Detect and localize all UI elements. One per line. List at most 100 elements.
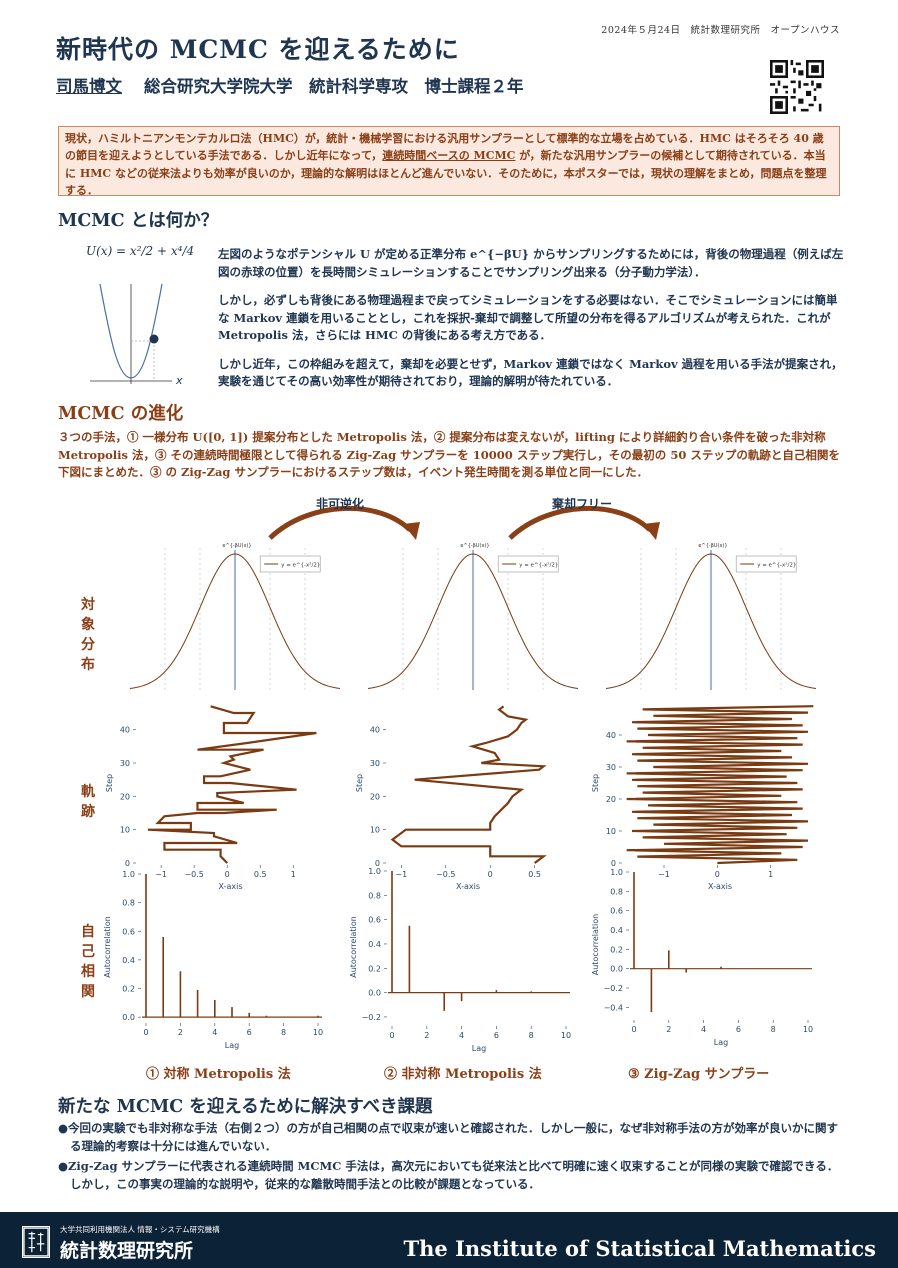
arrow-rejection-free-icon [508, 505, 652, 540]
x-tick-label: 2 [178, 1028, 183, 1037]
x-tick-label: 8 [771, 1025, 776, 1034]
y-tick-label: 0.0 [368, 989, 381, 998]
y-tick-label: 0.4 [122, 956, 135, 965]
y-axis-label: Step [355, 774, 364, 792]
x-tick-label: 4 [701, 1025, 706, 1034]
density-title: e^{-βU(x)} [460, 543, 489, 549]
section-title-what-is-mcmc: MCMC とは何か？ [58, 211, 219, 231]
y-tick-label: 0.8 [368, 891, 381, 900]
y-tick-label: 0.0 [122, 1013, 135, 1022]
y-tick-label: −0.2 [362, 1013, 381, 1022]
legend-box [259, 555, 321, 573]
section1-paragraph-3: しかし近年，この枠組みを超えて，棄却を必要とせず，Markov 連鎖ではなく M… [218, 356, 843, 389]
qr-code-icon[interactable] [770, 60, 824, 114]
intro-text-1: 現状，ハミルトニアンモンテカルロ法（HMC）が，統計・機械学習における汎用サンプ… [65, 132, 824, 163]
x-tick-label: 10 [803, 1025, 813, 1034]
y-tick-label: 0.6 [122, 927, 135, 936]
y-tick-label: −0.2 [604, 984, 623, 993]
y-tick-label: 40 [606, 731, 616, 740]
legend-box [735, 555, 797, 573]
trajectory-path [390, 705, 547, 864]
y-tick-label: 0.8 [122, 899, 135, 908]
x-tick-label: 0 [389, 1031, 394, 1040]
intro-box: 現状，ハミルトニアンモンテカルロ法（HMC）が，統計・機械学習における汎用サンプ… [58, 126, 840, 197]
y-tick-label: −0.4 [604, 1003, 623, 1012]
y-tick-label: 0.4 [610, 926, 623, 935]
density-title: e^{-βU(x)} [698, 543, 727, 549]
legend-label: y = e^{-x²/2} [281, 562, 320, 569]
legend-box [497, 555, 559, 573]
y-axis-label: Step [591, 774, 600, 792]
x-tick-label: 2 [666, 1025, 671, 1034]
y-tick-label: 0.6 [610, 907, 623, 916]
x-axis-label: Lag [225, 1041, 239, 1050]
y-axis-label: Step [105, 774, 114, 792]
x-tick-label: 0.5 [528, 870, 541, 879]
y-tick-label: 20 [370, 792, 380, 801]
x-axis-label: Lag [714, 1038, 728, 1047]
density-title: e^{-βU(x)} [222, 543, 251, 549]
x-tick-label: 0.5 [254, 870, 267, 879]
section2-body: ３つの手法，① 一様分布 U([0, 1]) 提案分布とした Metropoli… [58, 430, 840, 480]
x-tick-label: 10 [561, 1031, 571, 1040]
x-tick-label: 1 [768, 870, 773, 879]
x-tick-label: 0 [631, 1025, 636, 1034]
legend-label: y = e^{-x²/2} [757, 562, 796, 569]
x-tick-label: −1 [155, 870, 167, 879]
poster-title: 新時代の MCMC を迎えるために [56, 35, 460, 64]
particle-ball [149, 334, 159, 344]
section-title-evolution: MCMC の進化 [58, 404, 184, 424]
x-tick-label: 4 [212, 1028, 217, 1037]
x-tick-label: −1 [658, 870, 670, 879]
footer-organization: 大学共同利用機関法人 情報・システム研究機構 [60, 1225, 220, 1234]
y-tick-label: 10 [370, 826, 380, 835]
intro-highlight: 連続時間ベースの MCMC [382, 149, 516, 163]
x-tick-label: 1 [291, 870, 296, 879]
y-tick-label: 40 [370, 726, 380, 735]
caption-symmetric-metropolis: ① 対称 Metropolis 法 [146, 1067, 291, 1082]
potential-formula: U(x) = x²/2 + x⁴/4 [86, 244, 195, 258]
x-tick-label: 10 [313, 1028, 323, 1037]
author-affiliation: 総合研究大学院大学 統計科学専攻 博士課程２年 [144, 77, 524, 96]
y-tick-label: 10 [120, 826, 130, 835]
x-tick-label: −0.5 [184, 870, 203, 879]
y-tick-label: 30 [606, 763, 616, 772]
legend-label: y = e^{-x²/2} [519, 562, 558, 569]
y-tick-label: 1.0 [368, 867, 381, 876]
x-tick-label: 8 [281, 1028, 286, 1037]
x-axis-label: X-axis [219, 882, 243, 891]
x-tick-label: 0 [225, 870, 230, 879]
potential-plot: x [90, 283, 183, 387]
section1-body: 左図のようなポテンシャル U が定める正準分布 e^{−βU} からサンプリング… [218, 246, 844, 402]
y-tick-label: 30 [370, 759, 380, 768]
x-tick-label: 2 [424, 1031, 429, 1040]
y-tick-label: 0.2 [368, 964, 381, 973]
section1-paragraph-1: 左図のようなポテンシャル U が定める正準分布 e^{−βU} からサンプリング… [218, 247, 844, 279]
author-row: 司馬博文 総合研究大学院大学 統計科学専攻 博士課程２年 [56, 73, 524, 97]
x-tick-label: 0 [488, 870, 493, 879]
y-tick-label: 10 [606, 827, 616, 836]
section-title-challenges: 新たな MCMC を迎えるために解決すべき課題 [58, 1097, 433, 1117]
challenge-item: ●Zig-Zag サンプラーに代表される連続時間 MCMC 手法は，高次元におい… [58, 1159, 839, 1191]
y-tick-label: 1.0 [122, 870, 135, 879]
y-axis-label: Autocorrelation [591, 914, 600, 976]
poster-meta: 2024年５月24日 統計数理研究所 オープンハウス [601, 25, 840, 36]
mcmc-figure: e^{-βU(x)} y = e^{-x²/2} e^{-βU(x)} y = e^{… [103, 543, 817, 1053]
section1-paragraph-2: しかし，必ずしも背後にある物理過程まで戻ってシミュレーションをする必要はない．そ… [218, 293, 838, 342]
x-tick-label: 4 [459, 1031, 464, 1040]
x-axis-label: X-axis [708, 882, 732, 891]
y-tick-label: 0.4 [368, 940, 381, 949]
arrow-label-irreversible: 非可逆化 [316, 496, 364, 511]
y-tick-label: 0.8 [610, 887, 623, 896]
y-tick-label: 0.0 [610, 965, 623, 974]
caption-zigzag: ③ Zig-Zag サンプラー [628, 1067, 770, 1082]
challenge-list: ●今回の実験でも非対称な手法（右側２つ）の方が自己相関の点で収束が速いと確認され… [58, 1120, 848, 1196]
arrow-irreversible-icon [268, 505, 412, 540]
density-curve [605, 553, 817, 689]
y-tick-label: 0.2 [610, 945, 623, 954]
y-axis-label: Autocorrelation [103, 916, 112, 978]
x-tick-label: 0 [143, 1028, 148, 1037]
row-label-target: 対象分布 [81, 597, 95, 673]
y-tick-label: 20 [120, 792, 130, 801]
y-tick-label: 30 [120, 759, 130, 768]
